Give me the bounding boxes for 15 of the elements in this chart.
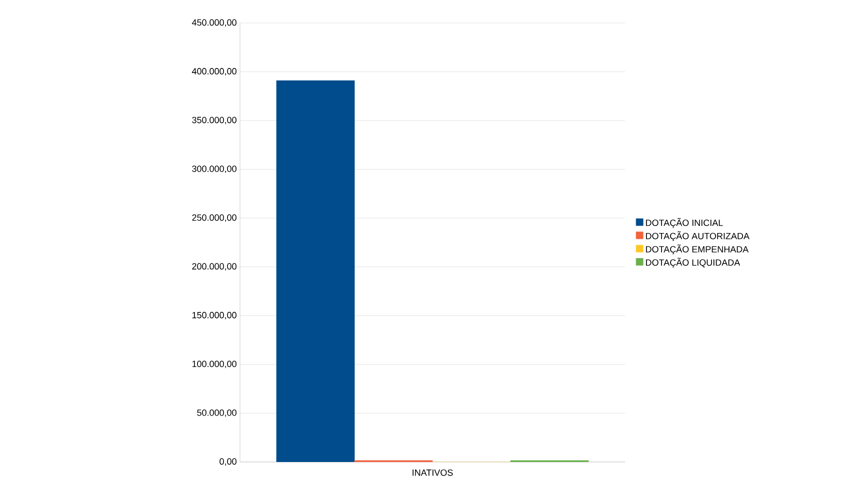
- y-tick-label: 200.000,00: [192, 263, 236, 271]
- y-tick-label: 100.000,00: [192, 360, 236, 368]
- y-tick-label: 250.000,00: [192, 214, 236, 222]
- x-tick-label: INATIVOS: [412, 469, 453, 476]
- y-tick-label: 350.000,00: [192, 116, 236, 124]
- y-tick-label: 50.000,00: [197, 409, 236, 417]
- legend-label: DOTAÇÃO INICIAL: [646, 218, 723, 228]
- y-tick-label: 400.000,00: [192, 68, 236, 76]
- y-tick-label: 0,00: [220, 458, 236, 466]
- y-tick-label: 450.000,00: [192, 19, 236, 27]
- legend-label: DOTAÇÃO AUTORIZADA: [646, 231, 750, 242]
- legend-label: DOTAÇÃO LIQUIDADA: [646, 258, 740, 268]
- legend-label: DOTAÇÃO EMPENHADA: [646, 244, 749, 254]
- y-tick-label: 150.000,00: [192, 312, 236, 320]
- y-tick-label: 300.000,00: [192, 166, 236, 174]
